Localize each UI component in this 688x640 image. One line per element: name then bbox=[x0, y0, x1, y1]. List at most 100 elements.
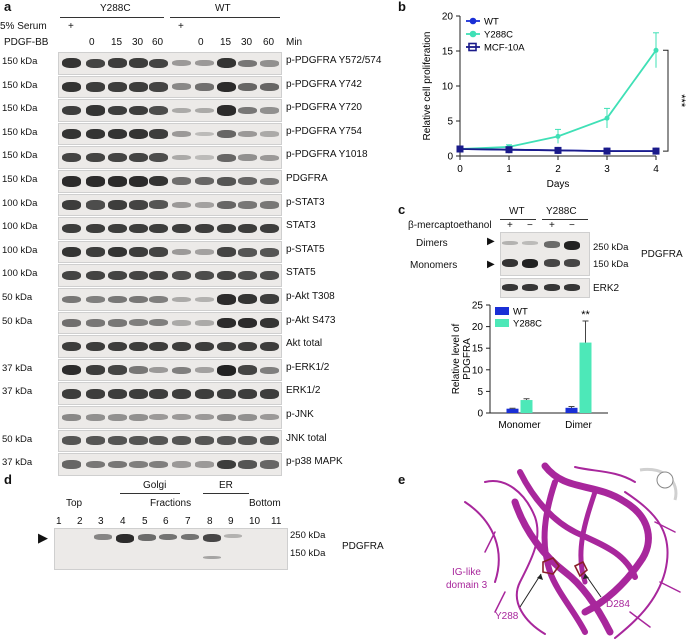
blot-band bbox=[149, 153, 168, 163]
blot-band bbox=[260, 317, 279, 329]
blot-band bbox=[62, 152, 81, 163]
blot-strip bbox=[58, 358, 282, 382]
kda-marker: 150 kDa bbox=[2, 56, 38, 67]
blot-label: p-PDGFRA Y572/574 bbox=[286, 55, 382, 66]
blot-band bbox=[86, 295, 105, 303]
blot-band bbox=[62, 318, 81, 327]
group-label-wt: WT bbox=[215, 3, 231, 14]
blot-band bbox=[172, 366, 191, 374]
blot-label: JNK total bbox=[286, 432, 327, 444]
golgi-line bbox=[120, 493, 180, 494]
fractions-label: Fractions bbox=[150, 498, 192, 509]
blot-band bbox=[195, 202, 214, 208]
blot-band bbox=[62, 388, 81, 399]
blot-band bbox=[62, 413, 81, 421]
c-wt-label: WT bbox=[509, 206, 525, 217]
erk2-band bbox=[522, 284, 538, 291]
blot-band bbox=[195, 436, 214, 446]
blot-band bbox=[129, 436, 148, 446]
d-kda-250: 250 kDa bbox=[290, 530, 326, 541]
fraction-number: 2 bbox=[77, 516, 83, 527]
min-label: Min bbox=[286, 37, 303, 48]
y-tick-label: 20 bbox=[442, 12, 454, 23]
dimers-label: Dimers bbox=[416, 238, 448, 249]
blot-band bbox=[172, 436, 191, 446]
blot-band bbox=[195, 271, 214, 281]
y-axis-title-line2: PDGFRA bbox=[462, 338, 473, 380]
x-tick-label: 4 bbox=[653, 164, 659, 175]
blot-band bbox=[260, 341, 279, 352]
panel-e-letter: e bbox=[398, 472, 406, 487]
blot-band bbox=[172, 249, 191, 256]
blot-band bbox=[149, 200, 168, 210]
blot-band bbox=[217, 436, 236, 446]
blot-band bbox=[129, 295, 148, 304]
monomer-band bbox=[564, 259, 580, 267]
y-tick-label: 10 bbox=[442, 82, 454, 93]
bottom-label: Bottom bbox=[249, 498, 281, 509]
blot-strip bbox=[58, 453, 282, 476]
d-pdgfra-label: PDGFRA bbox=[342, 541, 384, 552]
legend-swatch bbox=[495, 307, 509, 315]
blot-band bbox=[238, 271, 257, 281]
blot-band bbox=[149, 388, 168, 399]
data-point bbox=[456, 145, 464, 153]
legend-marker bbox=[468, 42, 477, 52]
blot-band bbox=[149, 319, 168, 327]
blot-strip bbox=[58, 429, 282, 453]
blot-label: p-STAT5 bbox=[286, 243, 325, 255]
blot-band bbox=[172, 296, 191, 302]
blot-band bbox=[149, 223, 168, 234]
blot-band bbox=[86, 319, 105, 327]
blot-band bbox=[86, 81, 105, 92]
blot-band bbox=[195, 367, 214, 373]
blot-band bbox=[217, 200, 236, 209]
blot-band bbox=[129, 319, 148, 327]
blot-band bbox=[149, 270, 168, 281]
blot-band bbox=[149, 129, 168, 140]
x-tick-label: 2 bbox=[555, 164, 561, 175]
serum-mark: + bbox=[178, 21, 184, 32]
c-pdgfra-label: PDGFRA bbox=[641, 249, 683, 260]
y-tick-label: 10 bbox=[472, 365, 484, 376]
blot-band bbox=[149, 436, 168, 446]
fraction-band bbox=[138, 534, 156, 541]
c-kda-250: 250 kDa bbox=[593, 242, 629, 253]
golgi-label: Golgi bbox=[143, 480, 167, 491]
c-y288c-label: Y288C bbox=[546, 206, 577, 217]
proliferation-line-chart: 0 5 10 15 20 0 1 2 3 4 Days Relative cell prolifera… bbox=[422, 12, 687, 191]
domain-label-line2: domain 3 bbox=[446, 580, 488, 591]
blot-band bbox=[260, 436, 279, 446]
c-y288c-line bbox=[542, 219, 588, 220]
blot-band bbox=[86, 414, 105, 421]
x-tick-label: 3 bbox=[604, 164, 610, 175]
kda-marker: 100 kDa bbox=[2, 268, 38, 280]
blot-strip bbox=[58, 382, 282, 405]
x-tick-label: Dimer bbox=[565, 420, 592, 431]
blot-band bbox=[217, 129, 236, 139]
d-fraction-blot bbox=[54, 528, 288, 570]
blot-band bbox=[172, 177, 191, 186]
blot-band bbox=[62, 295, 81, 304]
blot-band bbox=[62, 460, 81, 469]
bar bbox=[520, 400, 533, 413]
panel-a-letter: a bbox=[4, 0, 12, 14]
fraction-band-lower bbox=[203, 556, 221, 559]
y-tick-label: 15 bbox=[472, 344, 484, 355]
blot-strip bbox=[58, 288, 282, 311]
erk2-band bbox=[502, 284, 518, 291]
kda-marker: 150 kDa bbox=[2, 79, 38, 91]
x-tick-label: 1 bbox=[506, 164, 512, 175]
data-point bbox=[554, 146, 562, 154]
y-tick-label: 20 bbox=[472, 322, 484, 333]
bar bbox=[565, 407, 578, 413]
blot-band bbox=[129, 460, 148, 469]
protein-structure-image bbox=[425, 462, 688, 640]
blot-band bbox=[238, 247, 257, 257]
blot-strip bbox=[58, 75, 282, 99]
blot-band bbox=[217, 413, 236, 421]
x-axis-title: Days bbox=[547, 179, 570, 190]
fraction-number: 6 bbox=[163, 516, 169, 527]
kda-marker: 37 kDa bbox=[2, 362, 33, 374]
minute-label: 60 bbox=[263, 37, 275, 48]
